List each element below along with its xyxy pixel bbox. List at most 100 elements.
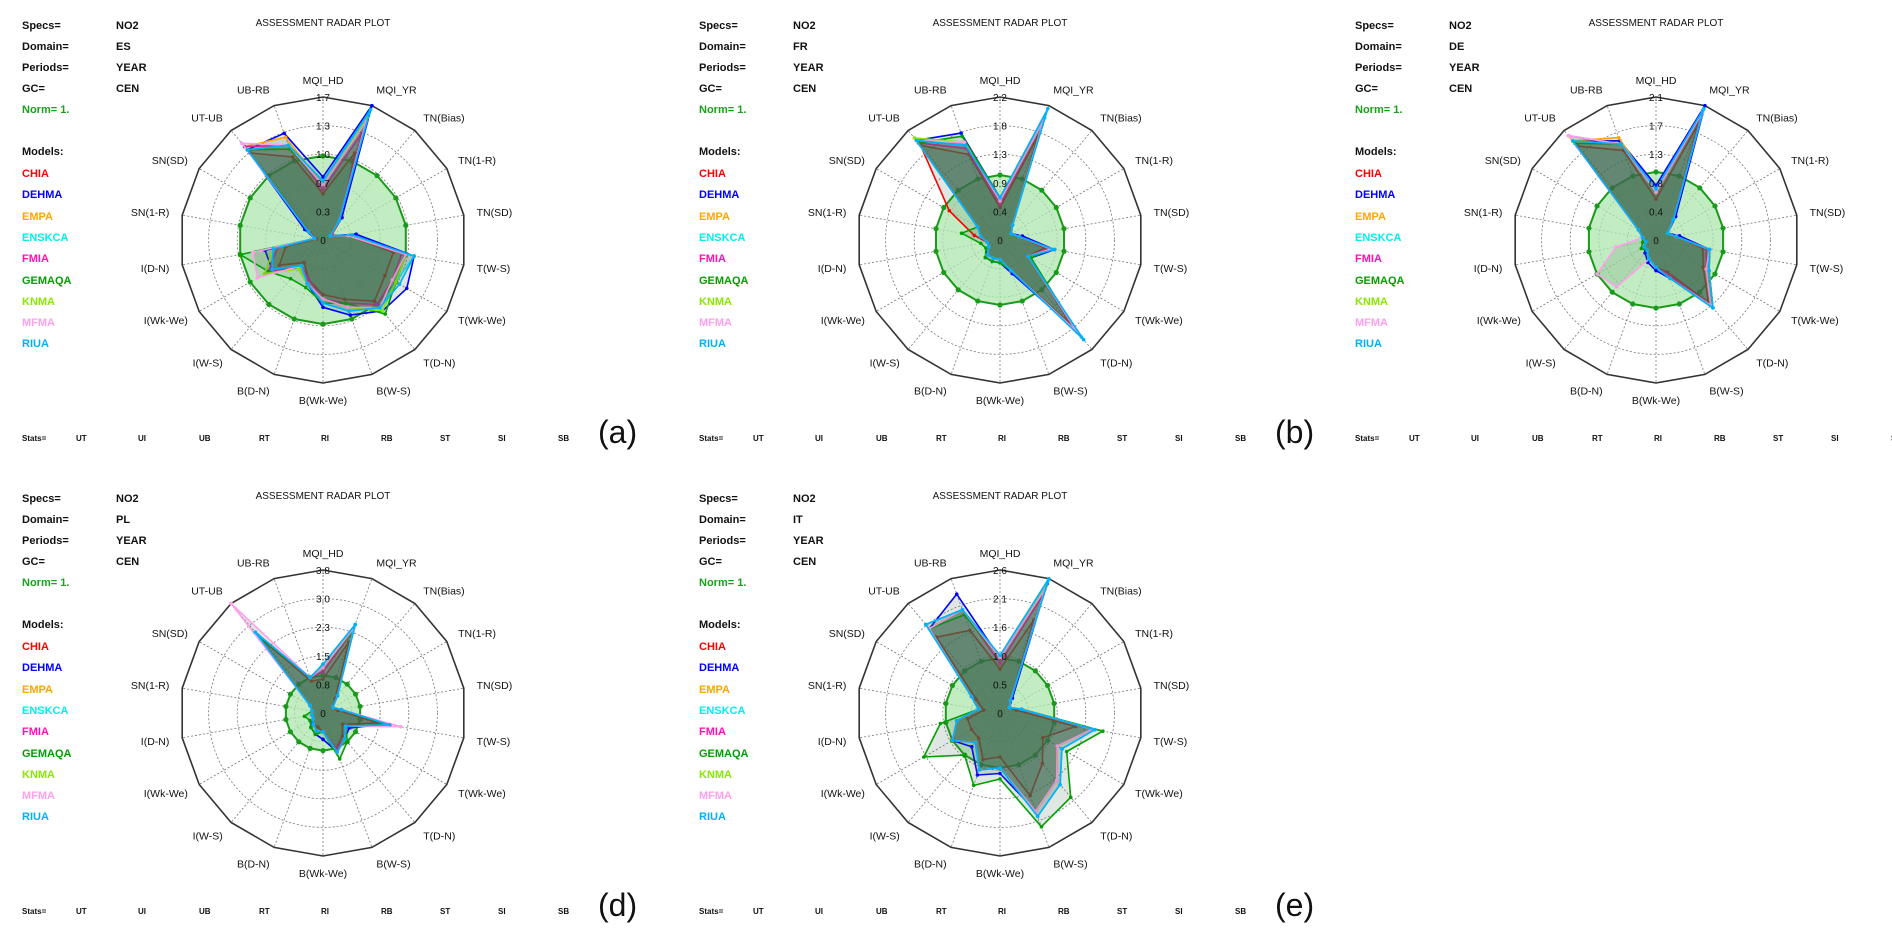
data-point-dehma bbox=[1654, 268, 1658, 273]
norm-point bbox=[1697, 185, 1703, 191]
data-point-riua bbox=[969, 694, 974, 699]
data-point-riua bbox=[305, 281, 309, 286]
data-point-gemaqa bbox=[983, 255, 988, 260]
norm-point bbox=[352, 691, 359, 697]
data-point-riua bbox=[998, 653, 1002, 658]
data-point-chia bbox=[321, 677, 325, 681]
tick-label: 2.1 bbox=[993, 595, 1007, 606]
legend-item-gemaqa: GEMAQA bbox=[22, 274, 72, 287]
data-point-chia bbox=[1665, 270, 1670, 274]
gc-label: GC= bbox=[699, 556, 722, 568]
axis-label: UB-RB bbox=[237, 558, 270, 570]
data-point-riua bbox=[339, 707, 344, 712]
norm-point bbox=[1676, 301, 1682, 307]
legend-item-chia: CHIA bbox=[22, 641, 49, 653]
data-point-riua bbox=[1711, 306, 1715, 310]
data-point-riua bbox=[1047, 576, 1051, 581]
axis-label: T(Wk-We) bbox=[1791, 315, 1839, 327]
axis-label: T(D-N) bbox=[1100, 358, 1132, 370]
tick-label: 1.3 bbox=[1649, 150, 1663, 161]
data-point-riua bbox=[1665, 231, 1670, 235]
periods-label: Periods= bbox=[22, 535, 69, 547]
norm-point bbox=[1051, 700, 1057, 707]
grid-ring bbox=[208, 598, 438, 828]
data-point-riua bbox=[1045, 106, 1050, 111]
data-point-gemaqa bbox=[984, 246, 988, 250]
axis-label: SN(1-R) bbox=[808, 680, 847, 692]
models-heading: Models: bbox=[22, 146, 64, 158]
data-point-riua bbox=[1035, 814, 1040, 819]
data-point-dehma bbox=[954, 592, 959, 596]
data-point-dehma bbox=[282, 131, 286, 136]
tick-label: 0 bbox=[997, 236, 1003, 247]
axis-label: TN(SD) bbox=[477, 207, 513, 219]
norm-point bbox=[1039, 287, 1045, 293]
axis-label: I(D-N) bbox=[1474, 263, 1503, 275]
data-point-chia bbox=[1654, 197, 1658, 201]
stats-item: RB bbox=[1058, 907, 1070, 916]
legend-item-riua: RIUA bbox=[22, 338, 49, 351]
tick-label: 0.3 bbox=[316, 207, 330, 218]
axis-label: I(D-N) bbox=[818, 263, 847, 275]
tick-label: 1.5 bbox=[316, 652, 330, 663]
norm-point bbox=[247, 279, 253, 285]
data-point-gemaqa bbox=[921, 755, 926, 759]
specs-value: NO2 bbox=[1449, 20, 1472, 32]
axis-label: T(Wk-We) bbox=[1135, 315, 1183, 327]
panel-letter: (b) bbox=[1275, 414, 1315, 450]
legend-item-fmia: FMIA bbox=[22, 726, 49, 739]
data-point-mfma bbox=[321, 666, 325, 670]
data-point-mfma bbox=[962, 140, 967, 145]
data-point-riua bbox=[1017, 234, 1022, 239]
data-point-riua bbox=[973, 740, 978, 745]
axis-label: T(Wk-We) bbox=[458, 315, 506, 327]
data-point-riua bbox=[1647, 257, 1651, 261]
norm-point bbox=[933, 226, 939, 232]
chart-title: ASSESSMENT RADAR PLOT bbox=[932, 491, 1068, 502]
axis-label: I(Wk-We) bbox=[1477, 315, 1521, 327]
specs-label: Specs= bbox=[22, 20, 61, 32]
data-point-dehma bbox=[321, 175, 325, 179]
data-point-chia bbox=[372, 299, 377, 304]
gc-value: CEN bbox=[116, 83, 140, 95]
legend-item-enskca: ENSKCA bbox=[699, 231, 746, 244]
legend-item-knma: KNMA bbox=[22, 768, 55, 781]
radar-panel-b: Specs= NO2 Domain= FR Periods= YEAR GC= CEN Norm… bbox=[677, 0, 1317, 468]
specs-value: NO2 bbox=[793, 493, 816, 505]
legend-item-empa: EMPA bbox=[1355, 210, 1386, 223]
stats-item: SI bbox=[1831, 434, 1839, 443]
data-point-chia bbox=[309, 679, 314, 683]
axis-label: B(D-N) bbox=[914, 385, 947, 397]
gc-value: CEN bbox=[116, 556, 140, 568]
data-point-gemaqa bbox=[971, 783, 976, 788]
data-point-mfma bbox=[229, 601, 233, 606]
data-point-chia bbox=[981, 708, 986, 712]
legend-item-riua: RIUA bbox=[1355, 338, 1382, 351]
data-point-riua bbox=[1008, 698, 1013, 703]
axis-label: T(W-S) bbox=[477, 736, 511, 748]
data-point-dehma bbox=[321, 305, 325, 310]
data-point-mfma bbox=[998, 656, 1002, 660]
data-point-riua bbox=[387, 722, 392, 727]
norm-point bbox=[1032, 752, 1038, 758]
axis-label: SN(1-R) bbox=[1464, 207, 1503, 219]
domain-label: Domain= bbox=[699, 514, 746, 526]
tick-label: 1.0 bbox=[993, 652, 1007, 663]
data-point-chia bbox=[383, 273, 387, 278]
stats-item: UB bbox=[199, 907, 211, 916]
stats-item: RB bbox=[381, 434, 393, 443]
legend-item-riua: RIUA bbox=[699, 811, 726, 824]
data-point-riua bbox=[977, 768, 982, 772]
tick-label: 2.2 bbox=[993, 93, 1007, 104]
axis-label: B(D-N) bbox=[237, 385, 270, 397]
axis-label: SN(SD) bbox=[152, 628, 188, 640]
radar-panel-d: Specs= NO2 Domain= PL Periods= YEAR GC= CEN Norm… bbox=[0, 473, 640, 941]
domain-label: Domain= bbox=[1355, 41, 1402, 53]
axis-label: B(W-S) bbox=[376, 858, 410, 870]
radar-chart: 0 0.3 0.7 1.0 1.3 1.7 MQI_HD MQI_YR TN(Bias) TN(1… bbox=[131, 75, 513, 407]
norm-point bbox=[1039, 187, 1045, 193]
axis-label: MQI_YR bbox=[376, 558, 417, 570]
data-point-knma bbox=[912, 136, 917, 140]
legend-item-fmia: FMIA bbox=[22, 253, 49, 266]
data-point-knma bbox=[394, 280, 398, 284]
